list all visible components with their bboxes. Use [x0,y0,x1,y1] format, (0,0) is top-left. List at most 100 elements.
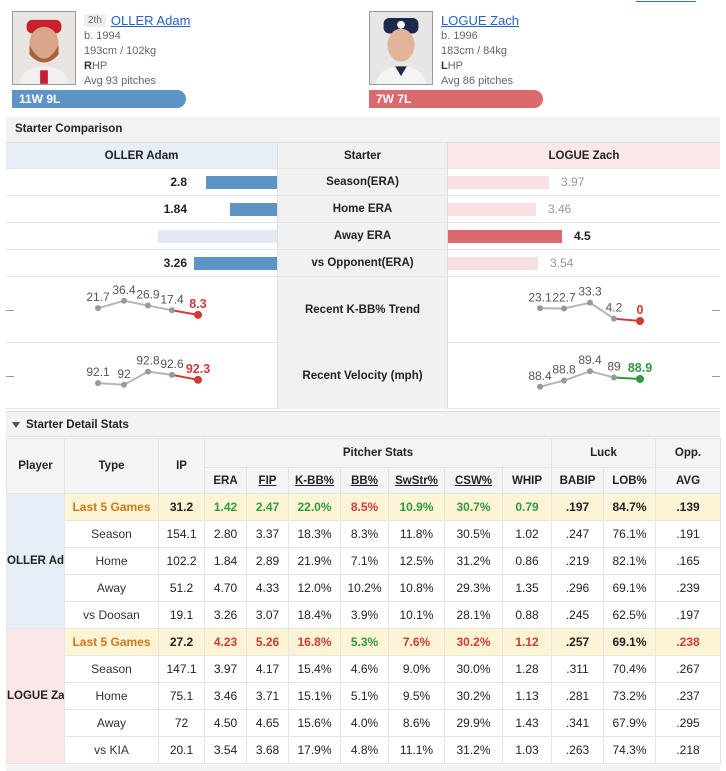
trend-point-label: 89 [607,359,621,373]
trend-point-label: 36.4 [112,283,136,297]
trend-point-label: 21.7 [86,290,110,304]
stat-cell: 8.6% [388,709,445,737]
stat-cell: .219 [551,547,604,575]
table-row: Home 75.1 3.46 3.71 15.1% 5.1% 9.5% 30.2% 1.13.2… [7,682,721,710]
avg-pitches: Avg 93 pitches [84,75,156,87]
stat-cell: 8.3% [340,520,389,548]
table-row: Season 147.1 3.97 4.17 15.4% 4.6% 9.0% 30.0% 1.2… [7,655,721,683]
stat-cell: 73.2% [603,682,656,710]
comparison-left-bar [206,176,277,189]
trend-line-segment [171,309,199,316]
col-ip: IP [158,438,205,494]
trend-point-label: 26.9 [136,288,160,302]
player-card-oller: 2th OLLER Adam b. 1994 193cm / 102kg RHP… [12,11,190,109]
collapse-triangle-icon[interactable] [12,421,20,428]
ip-cell: 102.2 [158,547,205,575]
table-row: LOGUE ZachLast 5 Games27.24.235.2616.8%5… [6,628,721,764]
type-cell: Season [64,520,159,548]
col-header: AVG [655,467,721,494]
stat-cell: 9.5% [388,682,445,710]
stat-cell: .239 [655,574,721,602]
comparison-left-cell: 1.84 [6,196,277,222]
throw-hand: LHP [441,60,464,72]
comparison-header-mid: Starter [277,143,448,168]
trend-point-label: 92 [117,367,131,381]
type-cell: Last 5 Games [64,628,159,656]
col-header[interactable]: CSW% [444,467,503,494]
trend-point [194,375,202,384]
player-name-link-oller[interactable]: OLLER Adam [110,12,191,28]
stat-cell: 5.1% [340,682,389,710]
trend-point [121,297,127,304]
type-cell: Season [64,655,159,683]
col-header[interactable]: SwStr% [388,467,445,494]
player-photo-logue [369,11,433,85]
throw-hand: RHP [84,60,108,72]
rank-badge: 2th [84,13,106,27]
stat-cell: 2.80 [204,520,247,548]
stat-cell: .237 [655,682,721,710]
comparison-right-cell: 4.5 [448,223,720,249]
comparison-right-bar [448,230,562,243]
comparison-right-cell: 3.54 [448,250,720,276]
player-name-cell: LOGUE Zach [6,628,65,764]
stat-cell: 1.84 [204,547,247,575]
trend-line-segment [171,373,199,381]
stat-cell: 5.26 [246,628,289,656]
stat-cell: 1.42 [204,493,247,521]
stat-cell: .341 [551,709,604,737]
dash-right [712,376,720,377]
comparison-right-value: 3.54 [550,256,574,270]
stat-cell: 29.9% [444,709,503,737]
bottom-divider [6,765,720,771]
col-header[interactable]: BB% [340,467,389,494]
comparison-left-cell: 2.8 [6,169,277,195]
stat-cell: 10.8% [388,574,445,602]
stat-cell: 4.6% [340,655,389,683]
trend-line-segment [613,376,641,380]
stat-cell: 10.9% [388,493,445,521]
trend-point [587,368,593,375]
stat-cell: 28.1% [444,601,503,629]
stat-cell: 3.71 [246,682,289,710]
comparison-left-value: 3.26 [163,256,187,270]
stat-cell: 67.9% [603,709,656,737]
stat-cell: .295 [655,709,721,737]
stat-cell: 4.70 [204,574,247,602]
col-header[interactable]: FIP [246,467,289,494]
stat-cell: .296 [551,574,604,602]
stat-cell: 15.6% [288,709,341,737]
stat-cell: .311 [551,655,604,683]
stat-cell: 1.43 [502,709,552,737]
type-cell: vs KIA [64,736,159,764]
comparison-row-label: Season(ERA) [277,169,448,195]
trend-point [636,317,644,325]
kbb-trend-row: 21.7 36.4 26.9 17.4 8.3 Recent K-BB% Trend 2… [6,277,720,343]
stat-cell: 62.5% [603,601,656,629]
stat-cell: 30.2% [444,682,503,710]
stat-cell: 4.23 [204,628,247,656]
col-header[interactable]: K-BB% [288,467,341,494]
comparison-right-bar [448,176,549,189]
comparison-row: 1.84 Home ERA 3.46 [6,196,720,223]
table-row: Season 154.1 2.80 3.37 18.3% 8.3% 11.8% 30.5% 1.… [7,520,721,548]
stat-cell: 9.0% [388,655,445,683]
type-cell: Last 5 Games [64,493,159,521]
stat-cell: 4.0% [340,709,389,737]
section-title-detail-stats[interactable]: Starter Detail Stats [6,411,720,437]
trend-line-segment [563,370,591,382]
group-luck: Luck [551,438,656,468]
col-header: ERA [204,467,247,494]
stat-cell: .281 [551,682,604,710]
stat-cell: 1.02 [502,520,552,548]
table-row: OLLER AdamLast 5 Games31.21.422.4722.0%8… [6,493,721,629]
stat-cell: 11.1% [388,736,445,764]
stat-cell: 0.88 [502,601,552,629]
stat-cell: 10.2% [340,574,389,602]
trend-point-label: 23.1 [528,290,552,304]
stat-cell: 3.97 [204,655,247,683]
player-name-link-logue[interactable]: LOGUE Zach [441,12,520,28]
stat-cell: 2.47 [246,493,289,521]
ip-cell: 20.1 [158,736,205,764]
stat-cell: 3.37 [246,520,289,548]
